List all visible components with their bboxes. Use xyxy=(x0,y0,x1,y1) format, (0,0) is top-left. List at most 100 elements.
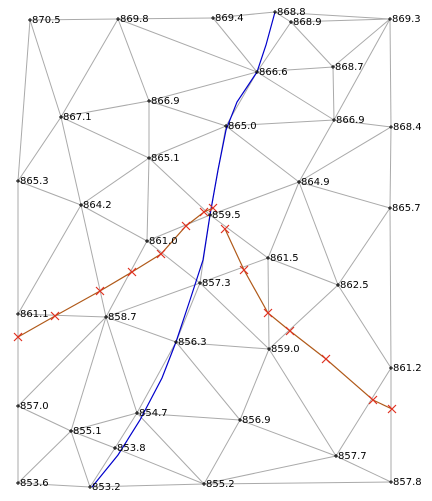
cross xyxy=(50,311,60,321)
edge xyxy=(70,430,91,488)
node-label: 868.9 xyxy=(293,17,322,28)
node-label: 861.5 xyxy=(270,253,299,264)
edge xyxy=(89,483,205,488)
edge xyxy=(60,116,82,206)
cross xyxy=(156,249,166,259)
node-label: 857.0 xyxy=(20,401,49,412)
node-label: 861.1 xyxy=(20,309,49,320)
node-label: 862.5 xyxy=(340,280,369,291)
edge xyxy=(17,430,72,484)
edge xyxy=(17,405,72,432)
node-point xyxy=(224,124,228,128)
node-point xyxy=(104,315,108,319)
node-label: 869.3 xyxy=(392,14,421,25)
node-label: 856.9 xyxy=(242,415,271,426)
edge xyxy=(337,284,392,369)
node-point xyxy=(174,340,178,344)
node-point xyxy=(113,446,117,450)
edge xyxy=(175,282,201,343)
node-point xyxy=(255,70,259,74)
node-point xyxy=(332,118,336,122)
edge xyxy=(70,412,138,432)
node-label: 866.9 xyxy=(151,96,180,107)
edge xyxy=(117,18,150,102)
edge xyxy=(209,214,269,259)
edge xyxy=(175,341,241,421)
cross xyxy=(181,221,191,231)
edge xyxy=(298,119,335,183)
node-label: 855.1 xyxy=(73,426,102,437)
edge xyxy=(268,348,337,457)
node-point xyxy=(389,366,393,370)
edge xyxy=(199,282,270,350)
node-label: 870.5 xyxy=(32,15,61,26)
edge xyxy=(80,157,150,206)
edge xyxy=(146,157,150,242)
node-label: 867.1 xyxy=(63,112,92,123)
node-point xyxy=(28,18,32,22)
edge xyxy=(290,18,391,23)
edge xyxy=(290,21,334,68)
node-label: 868.4 xyxy=(393,122,422,133)
node-label: 865.3 xyxy=(20,176,49,187)
node-point xyxy=(389,480,393,484)
edge xyxy=(335,455,392,483)
edge xyxy=(298,126,392,183)
node-label: 866.6 xyxy=(259,67,288,78)
edge xyxy=(60,116,150,159)
node-point xyxy=(211,16,215,20)
edge xyxy=(117,17,214,20)
edge xyxy=(148,100,227,127)
edge xyxy=(298,181,339,286)
node-point xyxy=(202,482,206,486)
node-point xyxy=(16,312,20,316)
edge xyxy=(105,316,138,414)
edge xyxy=(203,419,241,485)
edge xyxy=(17,482,91,488)
edge xyxy=(29,18,119,21)
node-label: 869.4 xyxy=(215,13,244,24)
edge xyxy=(29,19,62,118)
cross xyxy=(220,224,230,234)
edge xyxy=(225,125,300,183)
edge xyxy=(274,11,391,20)
edge xyxy=(337,207,391,286)
node-point xyxy=(147,156,151,160)
node-label: 854.7 xyxy=(139,408,168,419)
node-point xyxy=(198,281,202,285)
cross xyxy=(285,326,295,336)
edge xyxy=(70,316,107,432)
node-label: 864.9 xyxy=(301,177,330,188)
edge xyxy=(256,21,292,73)
edge xyxy=(267,181,300,259)
cross xyxy=(208,203,218,213)
node-point xyxy=(289,20,293,24)
node-label: 853.2 xyxy=(92,482,121,493)
cross-markers xyxy=(13,203,397,414)
node-point xyxy=(336,283,340,287)
edge xyxy=(105,282,201,318)
edge xyxy=(17,313,107,318)
node-label: 857.7 xyxy=(338,451,367,462)
node-point xyxy=(116,17,120,21)
node-label: 868.7 xyxy=(335,62,364,73)
node-label: 866.9 xyxy=(336,115,365,126)
node-label: 868.8 xyxy=(277,7,306,18)
node-point xyxy=(59,115,63,119)
node-point xyxy=(145,239,149,243)
edge xyxy=(268,284,339,350)
node-label: 856.3 xyxy=(178,337,207,348)
node-point xyxy=(334,454,338,458)
node-point xyxy=(266,256,270,260)
edge xyxy=(17,19,31,182)
edge xyxy=(114,412,138,449)
node-point xyxy=(16,179,20,183)
edge xyxy=(148,125,227,159)
cross xyxy=(387,404,397,414)
edge xyxy=(225,119,335,127)
edge xyxy=(333,119,392,128)
edge xyxy=(209,181,300,216)
